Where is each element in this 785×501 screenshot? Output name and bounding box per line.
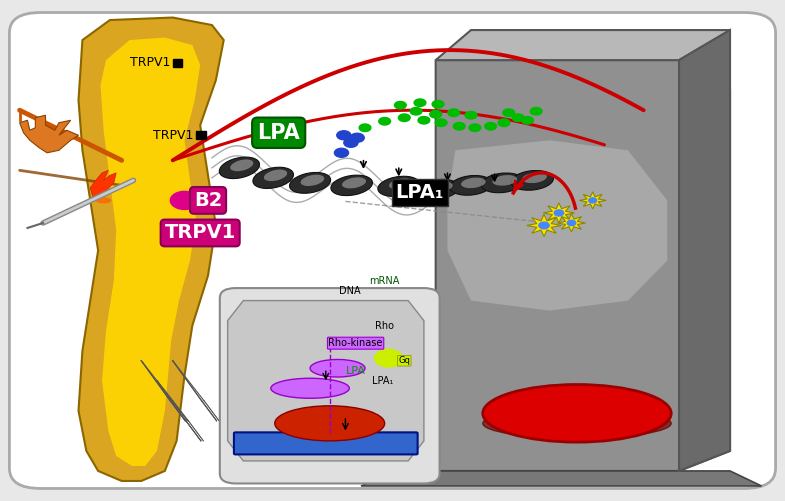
- Circle shape: [374, 349, 403, 367]
- Polygon shape: [679, 30, 730, 471]
- Circle shape: [469, 124, 480, 132]
- Polygon shape: [361, 471, 761, 486]
- Circle shape: [378, 118, 390, 125]
- Ellipse shape: [310, 360, 365, 377]
- Circle shape: [484, 123, 496, 130]
- FancyBboxPatch shape: [234, 432, 418, 454]
- Polygon shape: [543, 203, 575, 223]
- Circle shape: [350, 133, 364, 142]
- Polygon shape: [436, 30, 730, 60]
- Text: mRNA: mRNA: [370, 276, 400, 286]
- Circle shape: [334, 148, 349, 157]
- Circle shape: [432, 100, 444, 108]
- Ellipse shape: [483, 408, 671, 438]
- Polygon shape: [436, 60, 730, 471]
- Text: Gq: Gq: [398, 356, 411, 365]
- Text: Rho-kinase: Rho-kinase: [328, 338, 383, 348]
- Ellipse shape: [253, 167, 294, 188]
- Polygon shape: [527, 214, 561, 236]
- Text: LPA₁: LPA₁: [396, 183, 444, 202]
- Circle shape: [430, 111, 441, 118]
- Text: LPA₁: LPA₁: [371, 376, 393, 386]
- Ellipse shape: [230, 159, 254, 171]
- Circle shape: [395, 101, 407, 109]
- Ellipse shape: [417, 179, 459, 199]
- Circle shape: [498, 119, 510, 127]
- Ellipse shape: [483, 385, 671, 442]
- Text: TRPV1: TRPV1: [153, 129, 193, 142]
- Text: Rho: Rho: [375, 321, 394, 331]
- Circle shape: [512, 114, 524, 122]
- Ellipse shape: [331, 175, 372, 195]
- Circle shape: [502, 109, 515, 116]
- Circle shape: [435, 119, 447, 127]
- Circle shape: [554, 210, 564, 216]
- Text: LPA: LPA: [345, 366, 366, 376]
- FancyBboxPatch shape: [220, 288, 440, 483]
- Circle shape: [465, 112, 476, 119]
- Bar: [196, 131, 206, 139]
- Ellipse shape: [492, 175, 517, 186]
- Text: LPA: LPA: [257, 123, 300, 143]
- Ellipse shape: [342, 177, 366, 188]
- Text: TRPV1: TRPV1: [165, 223, 236, 242]
- Circle shape: [410, 108, 422, 115]
- Ellipse shape: [301, 175, 324, 186]
- Ellipse shape: [450, 175, 492, 195]
- Polygon shape: [100, 38, 200, 466]
- Circle shape: [447, 109, 459, 116]
- Ellipse shape: [271, 378, 349, 398]
- Circle shape: [337, 131, 351, 140]
- Ellipse shape: [219, 157, 260, 178]
- Circle shape: [418, 117, 430, 124]
- Ellipse shape: [461, 177, 486, 188]
- Ellipse shape: [428, 181, 453, 192]
- Polygon shape: [447, 140, 667, 311]
- Polygon shape: [579, 192, 606, 209]
- Ellipse shape: [378, 176, 420, 196]
- Bar: [173, 59, 182, 67]
- Ellipse shape: [389, 178, 413, 189]
- FancyBboxPatch shape: [9, 13, 776, 488]
- Circle shape: [589, 198, 597, 203]
- Circle shape: [414, 99, 425, 107]
- Ellipse shape: [511, 170, 553, 190]
- Circle shape: [568, 220, 575, 225]
- Text: TRPV1: TRPV1: [130, 56, 170, 69]
- Circle shape: [453, 123, 465, 130]
- Circle shape: [539, 222, 549, 229]
- Ellipse shape: [264, 169, 287, 181]
- Circle shape: [531, 108, 542, 115]
- Circle shape: [521, 117, 534, 124]
- Polygon shape: [90, 170, 116, 198]
- Circle shape: [399, 114, 410, 122]
- Circle shape: [170, 191, 199, 209]
- Circle shape: [360, 124, 371, 132]
- Polygon shape: [78, 18, 224, 481]
- Ellipse shape: [275, 406, 385, 441]
- Circle shape: [344, 138, 358, 147]
- Polygon shape: [557, 214, 586, 232]
- Ellipse shape: [290, 172, 330, 193]
- Ellipse shape: [522, 172, 547, 183]
- Ellipse shape: [96, 197, 111, 203]
- Text: B2: B2: [194, 191, 222, 210]
- Ellipse shape: [481, 173, 524, 193]
- Text: DNA: DNA: [338, 286, 360, 296]
- Polygon shape: [20, 115, 78, 153]
- Polygon shape: [228, 301, 424, 461]
